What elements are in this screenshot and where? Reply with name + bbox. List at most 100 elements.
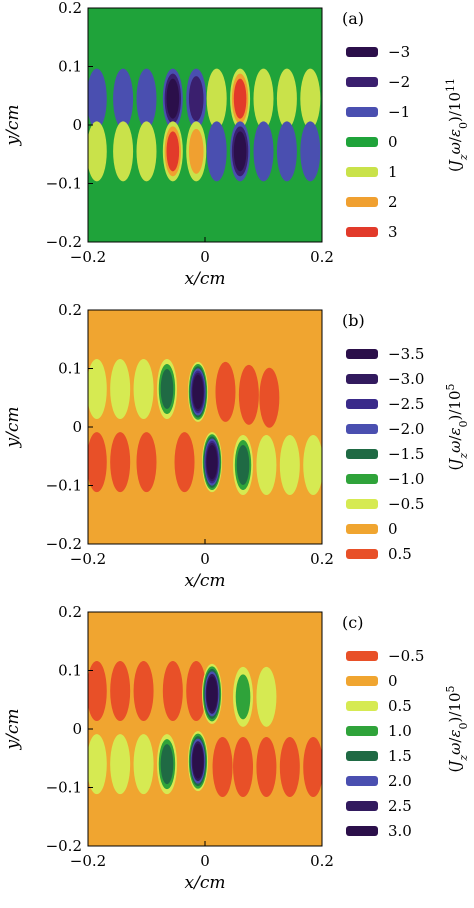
contour-blob [192, 743, 204, 779]
legend-swatch [346, 349, 378, 359]
contour-blob [233, 131, 247, 172]
y-axis-label: y/cm [3, 407, 23, 449]
x-axis-label: x/cm [185, 269, 226, 289]
legend-swatch [346, 524, 378, 534]
contour-blob [110, 734, 131, 795]
colorbar-label-part: ( [446, 767, 464, 773]
y-tick-label: 0 [72, 418, 82, 436]
legend-swatch [346, 107, 378, 117]
legend-swatch [346, 701, 378, 711]
legend-label: 2.0 [388, 772, 412, 790]
contour-blob [88, 68, 107, 129]
colorbar-label-part: ε [446, 129, 464, 137]
contour-blob [253, 68, 274, 129]
colorbar-label-part: ( [446, 166, 464, 172]
x-tick-label: 0 [200, 550, 210, 568]
contour-blob [233, 737, 254, 798]
x-tick-label: 0 [200, 852, 210, 870]
colorbar-label-part: / [446, 737, 464, 743]
y-tick-label: 0.2 [58, 301, 82, 319]
colorbar-label-part: J [446, 159, 464, 169]
plot-background [88, 612, 322, 846]
contour-blob [206, 121, 227, 182]
contour-blob [133, 358, 154, 419]
contour-blob [136, 121, 157, 182]
y-tick-label: −0.1 [46, 779, 82, 797]
legend-swatch [346, 167, 378, 177]
x-axis-label: x/cm [185, 571, 226, 591]
contour-blob [279, 737, 300, 798]
colorbar-label-part: 0 [457, 420, 470, 427]
legend-label: 3 [388, 223, 398, 241]
y-tick-label: −0.2 [46, 837, 82, 855]
legend-swatch [346, 77, 378, 87]
contour-blob [160, 368, 174, 409]
contour-blob [110, 432, 131, 493]
contour-blob [110, 660, 131, 721]
legend-swatch [346, 137, 378, 147]
legend-swatch [346, 424, 378, 434]
contour-blob [215, 361, 236, 422]
legend-label: 0 [388, 672, 398, 690]
panel-label: (b) [342, 311, 365, 330]
y-tick-label: 0 [72, 720, 82, 738]
contour-blob [256, 666, 277, 727]
contour-blob [276, 68, 297, 129]
plot-blobs [88, 358, 322, 496]
legend-label: −2 [388, 73, 410, 91]
contour-blob [113, 121, 134, 182]
colorbar-label: (Jzω/ε0)/105 [444, 383, 470, 470]
colorbar-label-part: J [446, 458, 464, 468]
x-tick-label: −0.2 [70, 550, 106, 568]
contour-blob [88, 660, 107, 721]
legend-label: −1.0 [388, 470, 424, 488]
legend-swatch [346, 399, 378, 409]
contour-blob [110, 358, 131, 419]
x-tick-label: 0 [200, 248, 210, 266]
legend-swatch [346, 549, 378, 559]
contour-blob [188, 128, 204, 174]
legend-label: 3.0 [388, 822, 412, 840]
contour-blob [166, 78, 180, 119]
contour-blob [88, 121, 107, 182]
contour-blob [212, 737, 233, 798]
legend-label: 2 [388, 193, 398, 211]
colorbar-label: (Jzω/ε0)/1011 [444, 78, 470, 172]
legend-swatch [346, 197, 378, 207]
legend-label: 1.0 [388, 722, 412, 740]
y-axis-label: y/cm [3, 709, 23, 751]
y-tick-label: 0.1 [58, 58, 82, 76]
legend-label: 0 [388, 133, 398, 151]
contour-blob [133, 734, 154, 795]
legend-swatch [346, 227, 378, 237]
x-tick-label: 0.2 [310, 550, 334, 568]
panel-label: (a) [342, 9, 364, 28]
x-tick-label: −0.2 [70, 248, 106, 266]
colorbar-label-part: ω [446, 743, 464, 755]
colorbar-label-part: J [446, 760, 464, 770]
contour-blob [233, 78, 247, 119]
y-tick-label: 0.1 [58, 360, 82, 378]
contour-blob [206, 445, 218, 480]
contour-blob [303, 435, 322, 496]
contour-blob [256, 737, 277, 798]
contour-blob [166, 131, 180, 172]
y-tick-label: 0.1 [58, 662, 82, 680]
colorbar-label-part: / [446, 136, 464, 142]
legend-swatch [346, 751, 378, 761]
colorbar-label-part: ( [446, 465, 464, 471]
legend-swatch [346, 449, 378, 459]
x-tick-label: −0.2 [70, 852, 106, 870]
y-tick-label: −0.2 [46, 535, 82, 553]
contour-blob [160, 744, 174, 785]
legend-label: −3 [388, 43, 410, 61]
contour-blob [206, 676, 218, 712]
legend-label: 0.5 [388, 697, 412, 715]
contour-blob [113, 68, 134, 129]
panel-c: 0.2 0.1 0 −0.1 −0.2−0.2 0 0.2 x/cm y/cm (c) −0.5 0 0… [3, 603, 470, 893]
contour-blob [136, 68, 157, 129]
colorbar-label-part: ε [446, 427, 464, 435]
colorbar-label-part: / [446, 435, 464, 441]
colorbar-label-part: ε [446, 729, 464, 737]
contour-blob [88, 734, 107, 795]
